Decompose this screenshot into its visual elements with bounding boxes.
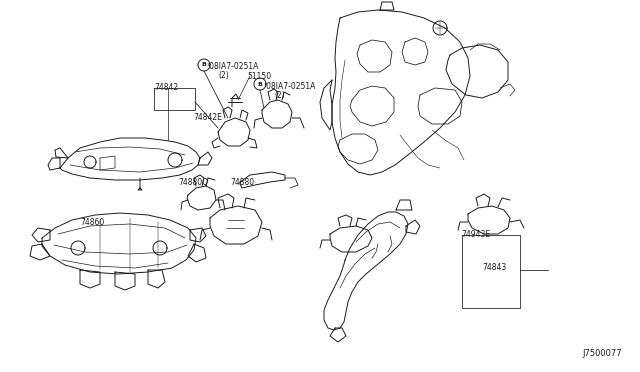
- Text: 74880Q: 74880Q: [178, 178, 208, 187]
- Text: 74843: 74843: [482, 263, 506, 272]
- Text: ³08IA7-0251A: ³08IA7-0251A: [207, 62, 259, 71]
- Text: B: B: [202, 62, 207, 67]
- Text: 74842: 74842: [154, 83, 178, 92]
- Text: J7500077: J7500077: [582, 349, 622, 358]
- Text: ³08IA7-0251A: ³08IA7-0251A: [264, 82, 316, 91]
- Text: 74880: 74880: [230, 178, 254, 187]
- Text: B: B: [257, 81, 262, 87]
- Text: 51150: 51150: [247, 72, 271, 81]
- Text: 74860: 74860: [80, 218, 104, 227]
- Text: 74842E: 74842E: [193, 113, 222, 122]
- Text: (2): (2): [274, 91, 285, 100]
- Text: 74943E: 74943E: [461, 230, 490, 239]
- Text: (2): (2): [218, 71, 228, 80]
